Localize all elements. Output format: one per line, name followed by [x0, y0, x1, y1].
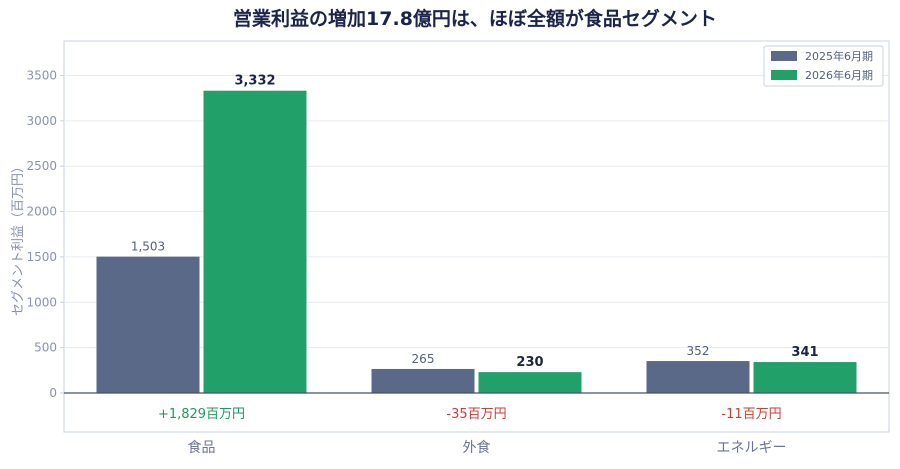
difference-labels: +1,829百万円 -35百万円 -11百万円	[158, 407, 782, 422]
y-tick-label: 1500	[26, 250, 57, 264]
legend-label-2025: 2025年6月期	[805, 49, 873, 63]
x-axis-categories: 食品 外食 エネルギー	[188, 439, 787, 456]
y-tick-label: 3500	[26, 68, 57, 82]
bar-value-label: 3,332	[234, 74, 275, 89]
bar-value-label: 341	[791, 345, 818, 360]
legend-label-2026: 2026年6月期	[805, 68, 873, 82]
plot-area	[63, 40, 890, 433]
gridlines	[64, 74, 889, 349]
bar-2025	[646, 361, 750, 393]
difference-label: -11百万円	[721, 407, 781, 422]
bar-value-labels: 1,503 3,332 265 230 352 341	[131, 74, 819, 370]
difference-label: -35百万円	[446, 407, 506, 422]
y-tick-label: 1000	[26, 295, 57, 309]
bar-2026	[478, 372, 582, 393]
y-tick-label: 2000	[26, 205, 57, 219]
x-category-label: 食品	[188, 439, 216, 456]
bar-2026	[753, 362, 857, 393]
bar-value-label: 352	[687, 344, 710, 358]
y-axis-label: セグメント利益（百万円）	[11, 160, 26, 316]
bars	[96, 90, 857, 393]
difference-label: +1,829百万円	[158, 407, 245, 422]
bar-2026	[203, 90, 307, 393]
y-tick-label: 0	[49, 386, 57, 400]
bar-value-label: 1,503	[131, 240, 165, 254]
legend-swatch-2026	[771, 70, 797, 80]
x-category-label: エネルギー	[717, 440, 787, 456]
y-axis-ticks: 0 500 1000 1500 2000 2500 3000 3500	[26, 68, 64, 400]
bar-value-label: 230	[516, 355, 543, 370]
y-tick-label: 2500	[26, 159, 57, 173]
bar-2025	[96, 256, 200, 393]
x-category-label: 外食	[463, 439, 491, 456]
bar-2025	[371, 368, 475, 393]
legend-swatch-2025	[771, 51, 797, 61]
chart-title: 営業利益の増加17.8億円は、ほぼ全額が食品セグメント	[233, 7, 717, 30]
y-tick-label: 3000	[26, 114, 57, 128]
bar-value-label: 265	[412, 352, 435, 366]
legend: 2025年6月期 2026年6月期	[763, 45, 884, 87]
y-tick-label: 500	[34, 341, 57, 355]
